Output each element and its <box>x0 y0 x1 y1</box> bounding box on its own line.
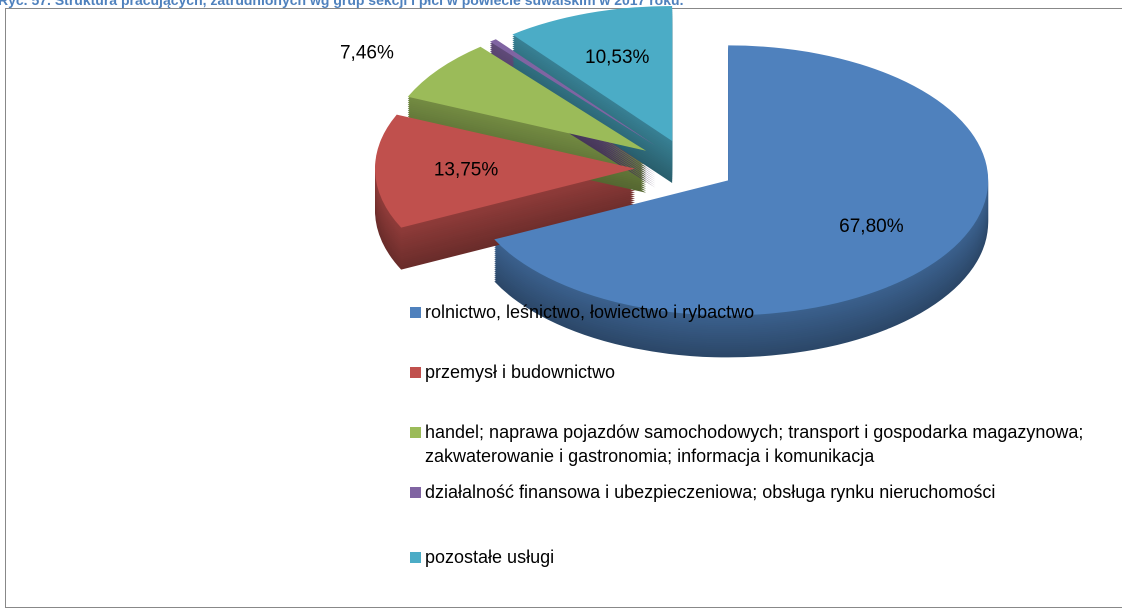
legend-item: rolnictwo, leśnictwo, łowiectwo i rybact… <box>410 300 1122 324</box>
data-label: 10,53% <box>585 47 650 68</box>
legend-label: rolnictwo, leśnictwo, łowiectwo i rybact… <box>425 302 755 322</box>
pie-slice <box>489 39 656 146</box>
legend-swatch <box>410 367 421 378</box>
legend-item: handel; naprawa pojazdów samochodowych; … <box>410 420 1122 468</box>
legend-swatch <box>410 487 421 498</box>
pie-slice <box>407 46 647 151</box>
data-label: 13,75% <box>434 159 499 180</box>
legend-item: pozostałe usługi <box>410 545 1122 569</box>
pie-slice <box>375 114 636 228</box>
legend-label: działalność finansowa i ubezpieczeniowa;… <box>425 482 996 502</box>
legend-item: przemysł i budownictwo <box>410 360 1122 384</box>
chart-title: Ryc. 57. Struktura pracujących, zatrudni… <box>0 0 684 8</box>
data-label: 7,46% <box>340 42 394 63</box>
pie-slice <box>512 5 673 141</box>
legend-item: działalność finansowa i ubezpieczeniowa;… <box>410 480 1122 504</box>
legend-label: przemysł i budownictwo <box>425 362 616 382</box>
legend-swatch <box>410 552 421 563</box>
legend-label: handel; naprawa pojazdów samochodowych; … <box>425 422 1084 466</box>
pie-slice <box>494 45 989 316</box>
legend-label: pozostałe usługi <box>425 547 555 567</box>
legend-swatch <box>410 307 421 318</box>
data-label: 67,80% <box>839 216 904 237</box>
legend-swatch <box>410 427 421 438</box>
